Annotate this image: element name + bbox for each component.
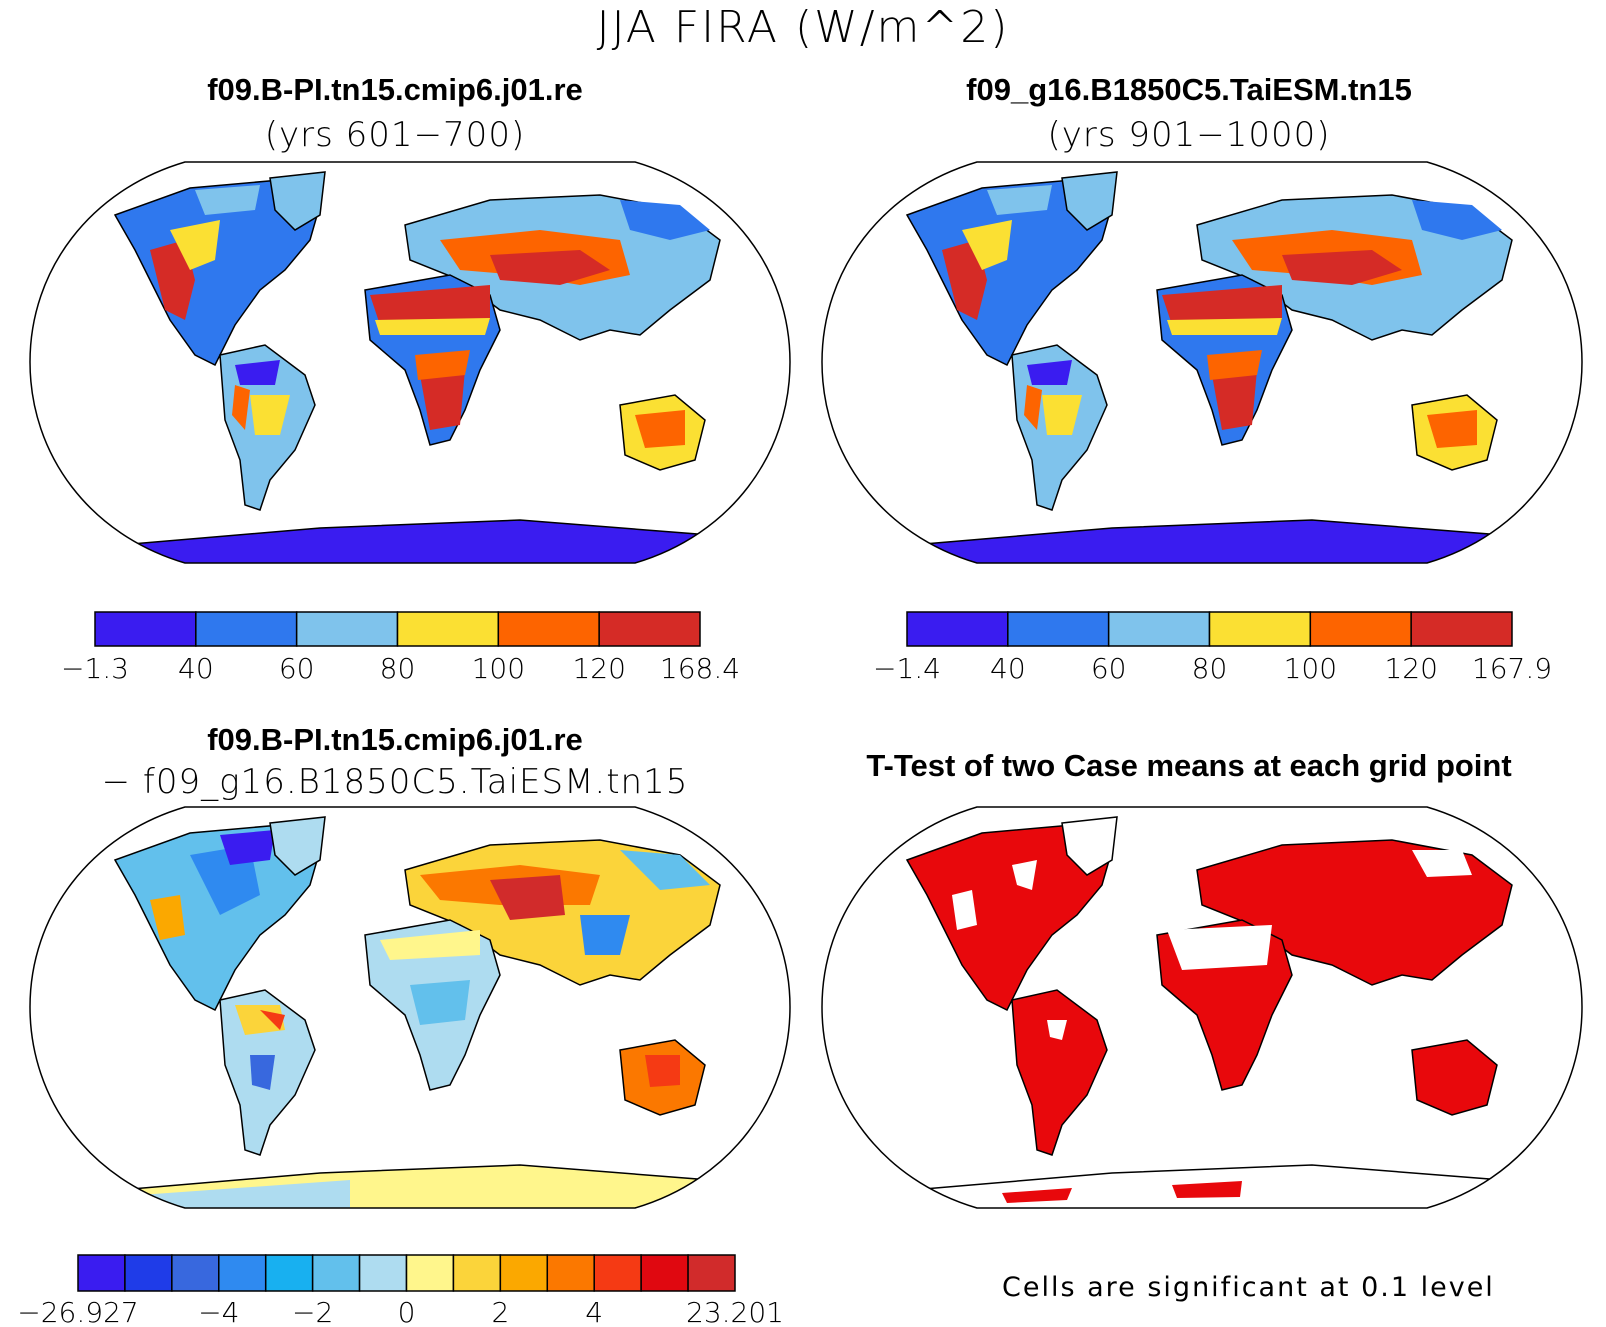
colorbar-tick-label: 100 <box>472 652 525 685</box>
colorbar-swatch <box>1007 611 1110 647</box>
colorbar-tick-label: 120 <box>572 652 625 685</box>
colorbar-panel-2: −1.4 40 60 80 100 120 167.9 <box>873 611 1552 685</box>
colorbar-swatch <box>593 1254 642 1292</box>
colorbar-tick-label: −1.4 <box>873 652 941 685</box>
colorbar-tick-label: 23.201 <box>686 1296 784 1327</box>
panel2-subtitle: (yrs 901−1000) <box>1047 115 1331 155</box>
panel1-subtitle: (yrs 601−700) <box>264 115 526 155</box>
colorbar-tick-label: 0 <box>398 1296 416 1327</box>
colorbar-swatch <box>124 1254 173 1292</box>
colorbar-tick-label: −26.927 <box>17 1296 138 1327</box>
map-panel-2 <box>821 161 1583 564</box>
colorbar-swatch <box>1107 611 1211 647</box>
colorbar-tick-label: 80 <box>1192 652 1228 685</box>
colorbar-tick-label: 40 <box>990 652 1026 685</box>
colorbar-swatch <box>218 1254 267 1292</box>
colorbar-tick-label: −4 <box>198 1296 239 1327</box>
colorbar-tick-label: 40 <box>178 652 214 685</box>
colorbar-swatch <box>906 611 1009 647</box>
colorbar-tick-label: 60 <box>1091 652 1127 685</box>
colorbar-swatch <box>171 1254 220 1292</box>
colorbar-swatch <box>598 611 701 647</box>
colorbar-swatch <box>94 611 197 647</box>
panel3-subtitle: − f09_g16.B1850C5.TaiESM.tn15 <box>101 762 689 802</box>
map-panel-3 <box>29 806 791 1209</box>
figure-title: JJA FIRA (W/m^2) <box>596 2 1010 53</box>
colorbar-swatch <box>499 1254 549 1292</box>
colorbar-swatch <box>452 1254 502 1292</box>
colorbar-tick-label: 60 <box>279 652 315 685</box>
panel2-title: f09_g16.B1850C5.TaiESM.tn15 <box>966 72 1412 107</box>
colorbar-tick-label: 2 <box>491 1296 509 1327</box>
panel4-title: T-Test of two Case means at each grid po… <box>866 748 1512 783</box>
colorbar-swatch <box>77 1254 126 1292</box>
colorbar-tick-label: 168.4 <box>660 652 740 685</box>
colorbar-swatch <box>687 1254 736 1292</box>
significance-note: Cells are significant at 0.1 level <box>1002 1272 1495 1303</box>
colorbar-tick-label: 4 <box>585 1296 603 1327</box>
colorbar-swatch <box>311 1254 361 1292</box>
colorbar-swatch <box>497 611 600 647</box>
colorbar-swatch <box>358 1254 408 1292</box>
colorbar-panel-3: −26.927 −4 −2 0 2 4 23.201 <box>17 1254 784 1327</box>
colorbar-swatch <box>264 1254 314 1292</box>
colorbar-swatch <box>1410 611 1513 647</box>
colorbar-swatch <box>640 1254 689 1292</box>
panel3-title: f09.B-PI.tn15.cmip6.j01.re <box>207 722 583 757</box>
map-panel-1 <box>29 161 791 564</box>
colorbar-swatch <box>546 1254 595 1292</box>
panel1-title: f09.B-PI.tn15.cmip6.j01.re <box>207 72 583 107</box>
colorbar-swatch <box>1208 611 1312 647</box>
map-panel-4 <box>821 806 1583 1209</box>
colorbar-swatch <box>1309 611 1412 647</box>
colorbar-tick-label: 120 <box>1384 652 1437 685</box>
colorbar-swatch <box>396 611 500 647</box>
colorbar-swatch <box>405 1254 455 1292</box>
colorbar-tick-label: 100 <box>1284 652 1337 685</box>
colorbar-panel-1: −1.3 40 60 80 100 120 168.4 <box>61 611 740 685</box>
colorbar-tick-label: −2 <box>292 1296 333 1327</box>
colorbar-swatch <box>295 611 399 647</box>
colorbar-tick-label: 167.9 <box>1472 652 1552 685</box>
greenland <box>269 171 326 231</box>
colorbar-swatch <box>195 611 298 647</box>
colorbar-tick-label: −1.3 <box>61 652 129 685</box>
colorbar-tick-label: 80 <box>380 652 416 685</box>
